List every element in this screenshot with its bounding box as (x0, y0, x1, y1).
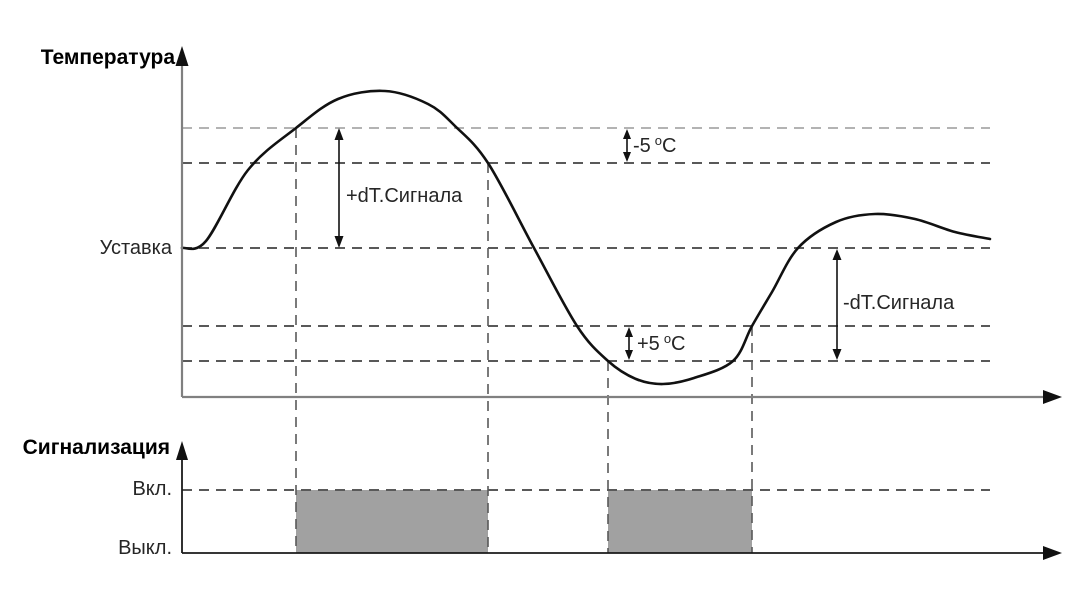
temperature-axis-title: Температура (41, 46, 176, 69)
upper-offset-label: -5 oС (633, 133, 676, 157)
plus-hysteresis-label: +dT.Сигнала (346, 185, 463, 207)
temperature-axes (175, 46, 1062, 404)
alarm-off-label: Выкл. (118, 537, 172, 559)
alarm-on-label: Вкл. (132, 478, 172, 500)
alarm-on-block (296, 490, 488, 553)
event-marker-lines (295, 128, 753, 553)
temperature-y-axis-arrow-icon (175, 46, 189, 66)
alarm-on-blocks (296, 490, 752, 553)
temperature-curve (180, 89, 992, 386)
minus-hysteresis-label: -dT.Сигнала (843, 292, 955, 314)
lower-offset-label: +5 oС (637, 331, 686, 355)
alarm-axes (176, 441, 1062, 560)
setpoint-label: Уставка (100, 237, 173, 259)
plus-dt-range-arrow (334, 128, 344, 248)
alarm-axis-title: Сигнализация (23, 436, 170, 459)
alarm-y-axis-arrow-icon (176, 441, 188, 460)
temperature-level-lines (182, 127, 990, 362)
minus-dt-range-arrow (832, 249, 842, 360)
temperature-x-axis-arrow-icon (1043, 390, 1062, 404)
alarm-x-axis-arrow-icon (1043, 546, 1062, 560)
alarm-on-block (608, 490, 752, 553)
plus-5-range-arrow (625, 327, 633, 360)
minus-5-range-arrow (623, 129, 631, 162)
